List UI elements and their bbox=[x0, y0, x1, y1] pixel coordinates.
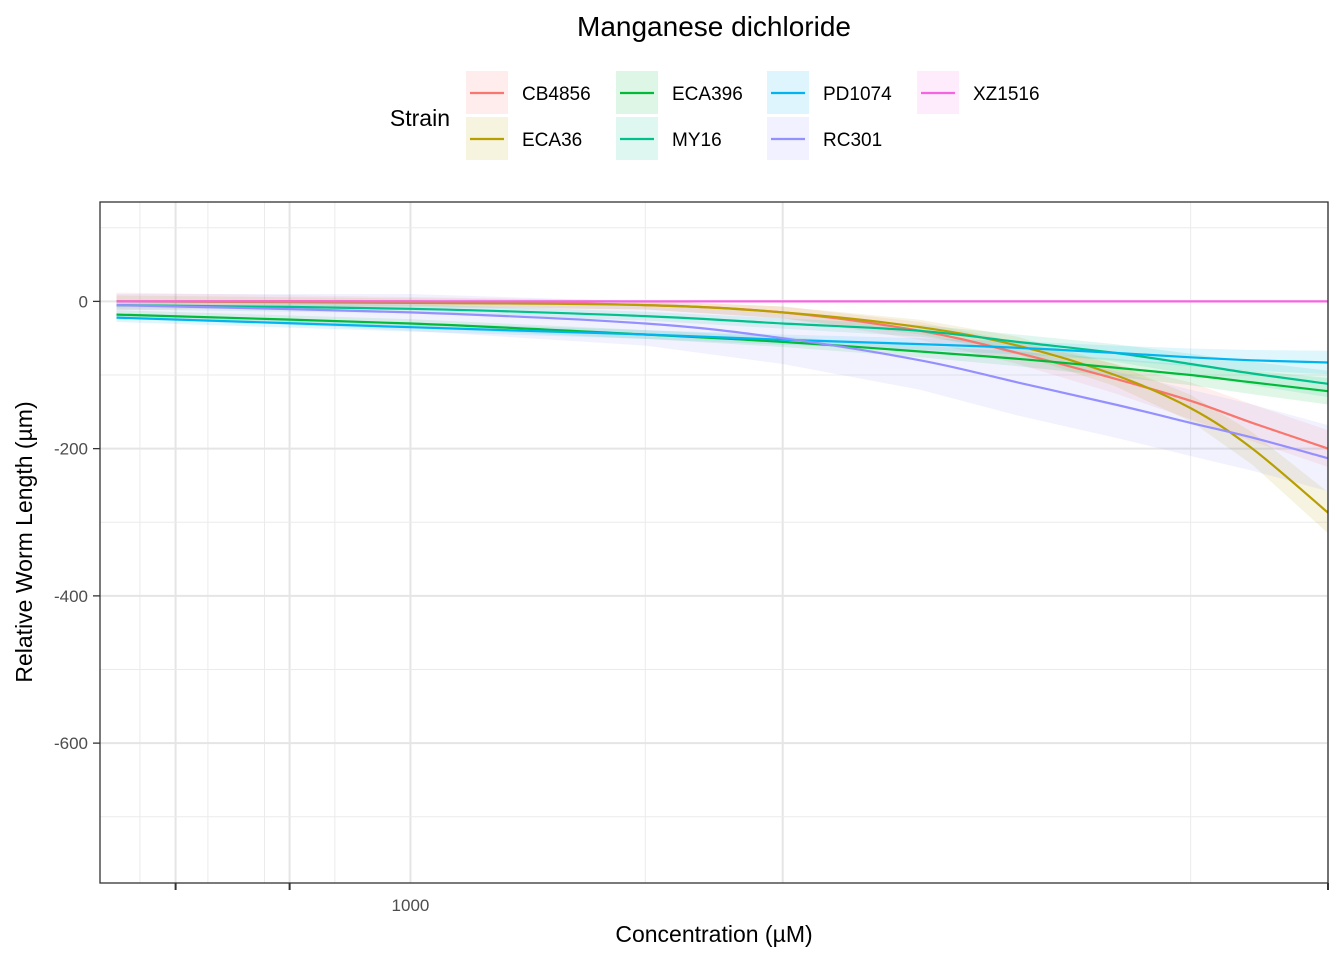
series-line-eca36 bbox=[116, 300, 1329, 514]
legend-label-eca36: ECA36 bbox=[522, 130, 582, 151]
legend-label-eca396: ECA396 bbox=[672, 84, 743, 105]
confidence-band-eca396 bbox=[116, 310, 1328, 405]
legend-label-cb4856: CB4856 bbox=[522, 84, 591, 105]
legend-label-my16: MY16 bbox=[672, 130, 722, 151]
confidence-band-rc301 bbox=[116, 294, 1328, 492]
legend-label-rc301: RC301 bbox=[823, 130, 882, 151]
y-tick-label: 0 bbox=[79, 292, 88, 311]
chart-title: Manganese dichloride bbox=[577, 11, 851, 42]
legend-label-pd1074: PD1074 bbox=[823, 84, 892, 105]
series-lines bbox=[116, 300, 1329, 514]
y-axis-title: Relative Worm Length (µm) bbox=[11, 401, 37, 682]
legend-title: Strain bbox=[390, 105, 450, 131]
series-line-my16 bbox=[116, 304, 1329, 385]
series-line-pd1074 bbox=[116, 316, 1329, 364]
y-tick-label: -600 bbox=[54, 734, 88, 753]
series-line-eca396 bbox=[116, 313, 1329, 393]
confidence-band-cb4856 bbox=[116, 292, 1328, 467]
x-tick-label: 1000 bbox=[392, 896, 430, 915]
plot-panel bbox=[100, 202, 1328, 883]
axes: 0 -200 -400 -600 1000 bbox=[54, 292, 1329, 915]
x-axis-title: Concentration (µM) bbox=[615, 921, 812, 947]
series-line-rc301 bbox=[116, 304, 1329, 460]
y-tick-label: -200 bbox=[54, 440, 88, 459]
legend-label-xz1516: XZ1516 bbox=[973, 84, 1040, 105]
plot-border bbox=[99, 201, 1329, 884]
y-tick-label: -400 bbox=[54, 587, 88, 606]
legend: Strain CB4856 ECA36 ECA396 MY16 PD1074 RC301 X… bbox=[390, 71, 1040, 160]
